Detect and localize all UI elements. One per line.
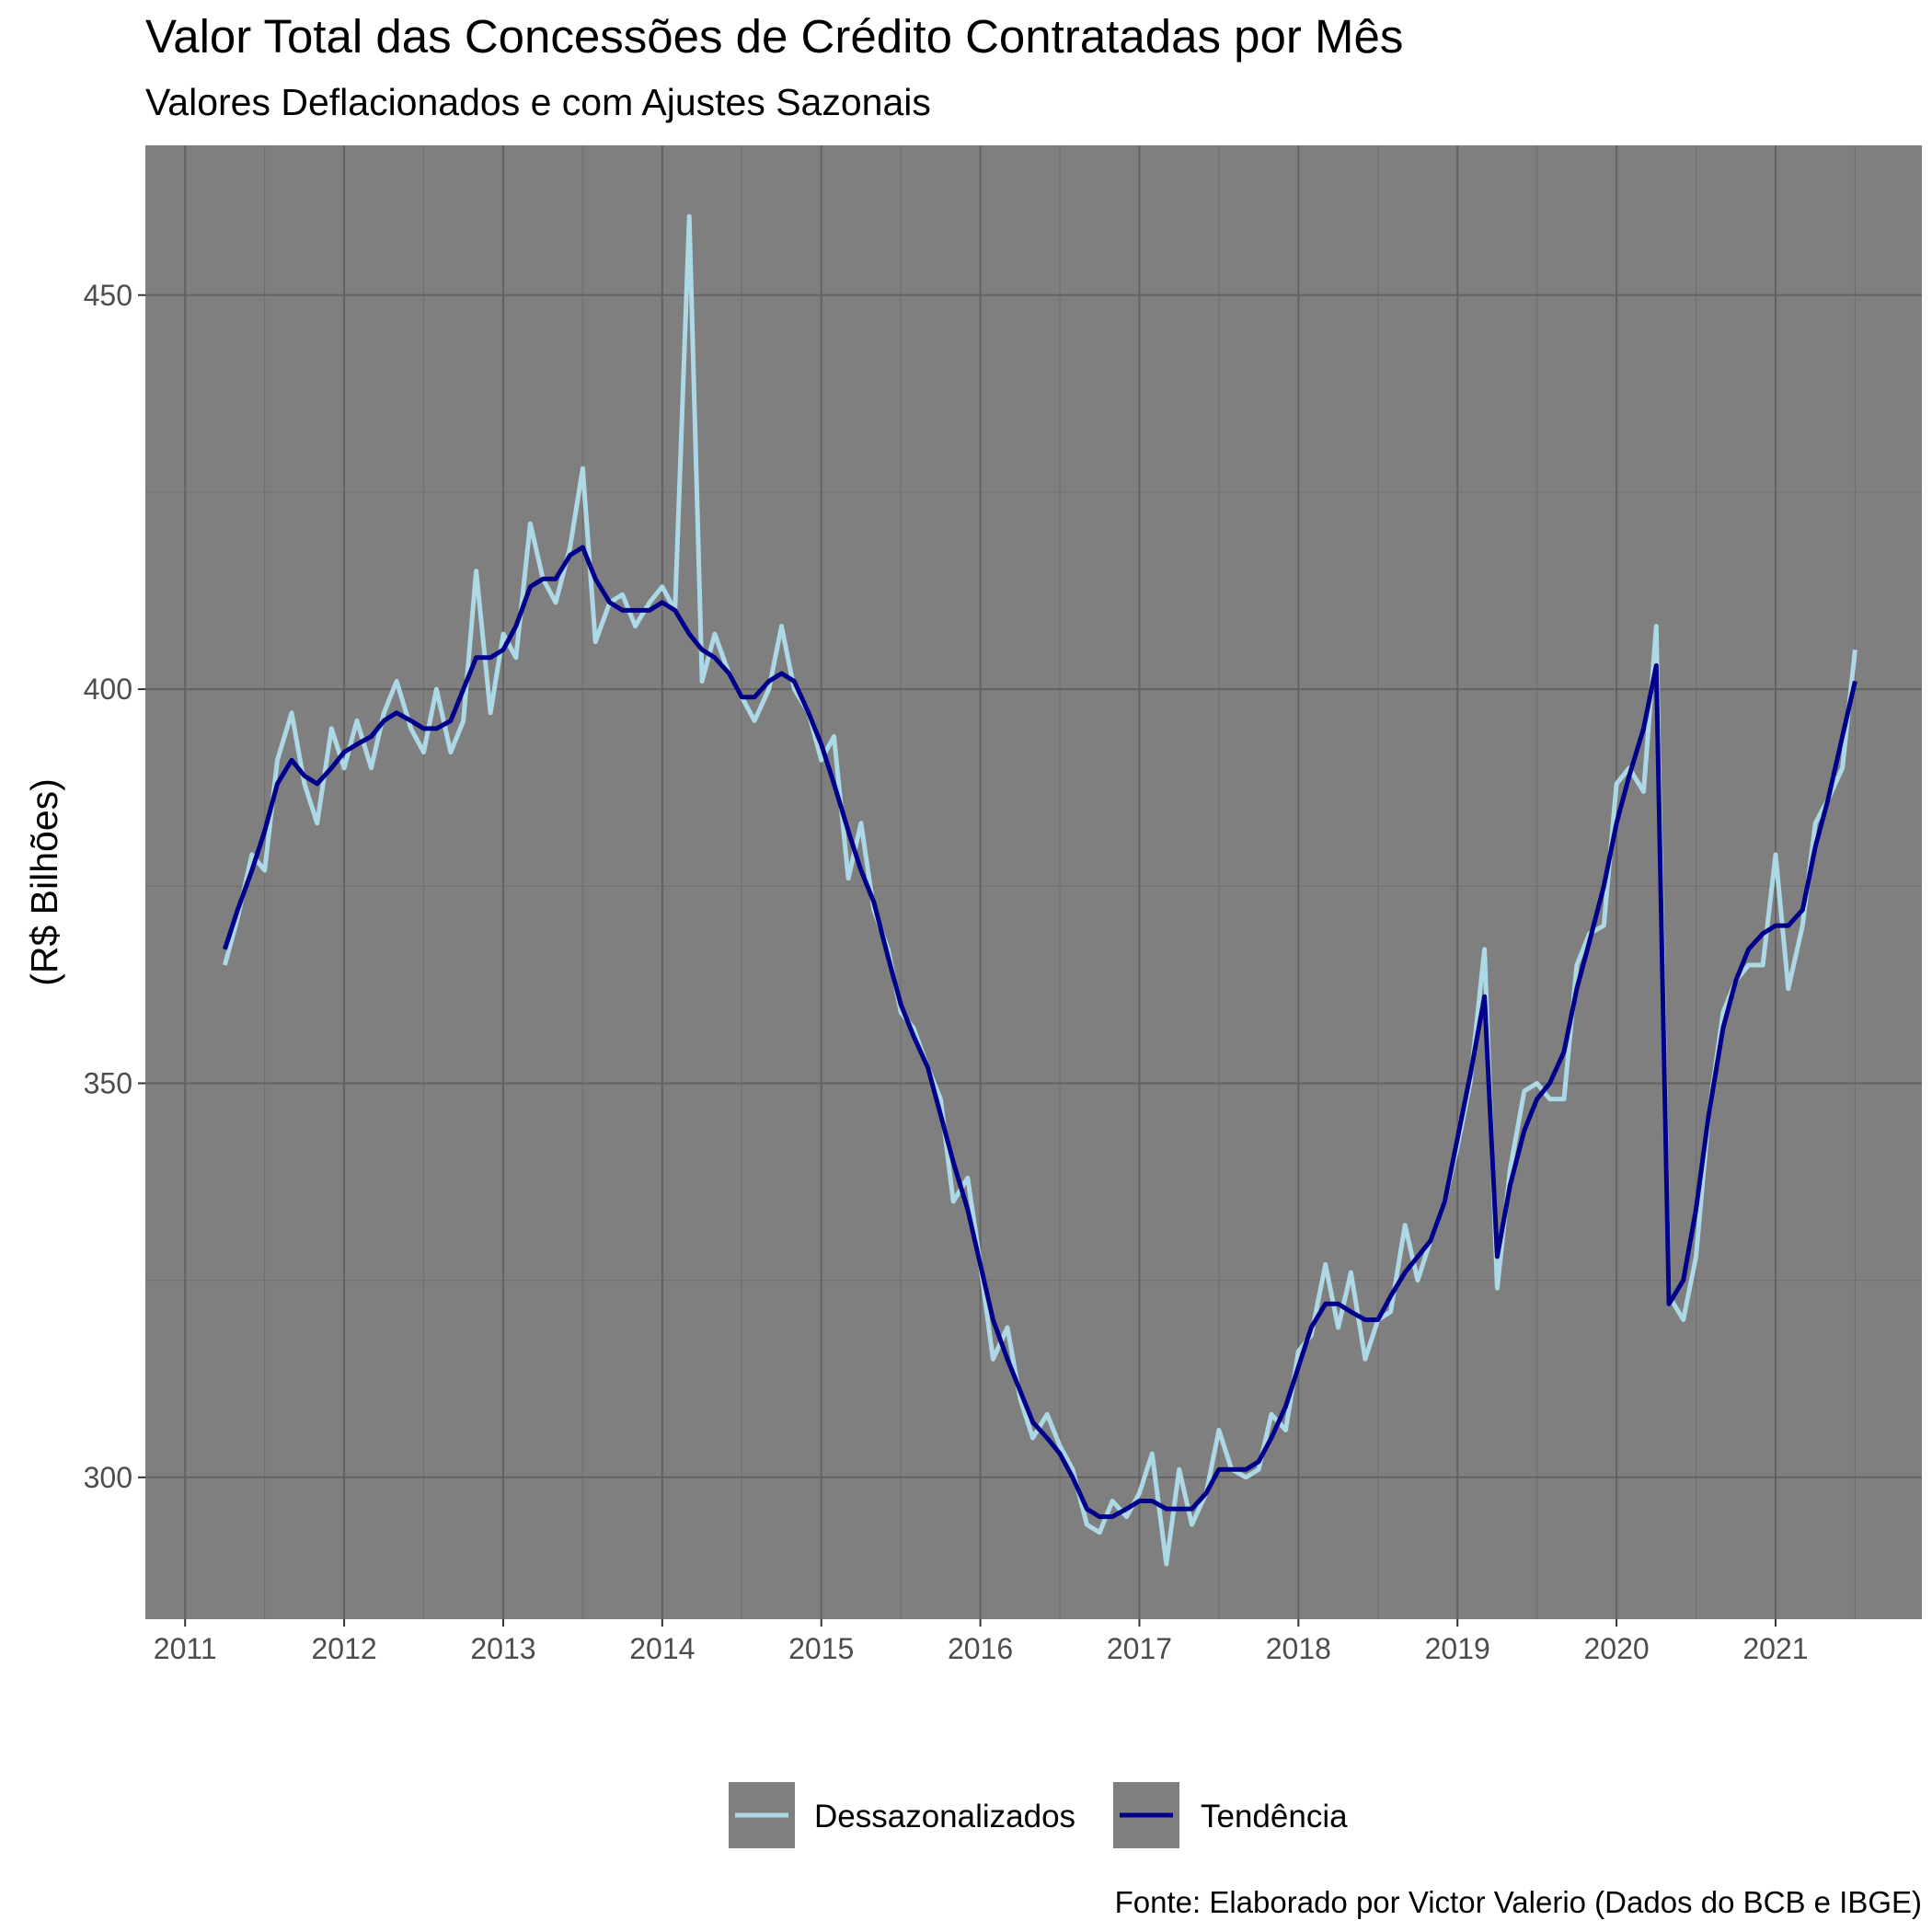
chart-subtitle: Valores Deflacionados e com Ajustes Sazo… bbox=[145, 81, 931, 123]
series-line-dessazonalizados bbox=[222, 213, 1857, 1567]
series-layer bbox=[222, 213, 1857, 1567]
x-tick-label: 2016 bbox=[948, 1632, 1013, 1665]
x-tick-label: 2020 bbox=[1583, 1632, 1649, 1665]
y-tick-label: 400 bbox=[84, 673, 132, 706]
legend-label-dessazonalizados: Dessazonalizados bbox=[814, 1799, 1075, 1834]
x-tick-label: 2018 bbox=[1266, 1632, 1331, 1665]
x-tick-label: 2011 bbox=[154, 1632, 217, 1665]
grid-layer bbox=[145, 145, 1922, 1619]
y-tick-label: 300 bbox=[84, 1461, 132, 1494]
chart-title: Valor Total das Concessões de Crédito Co… bbox=[145, 10, 1403, 63]
x-tick-label: 2021 bbox=[1742, 1632, 1808, 1665]
series-line-tendencia bbox=[223, 545, 1857, 1520]
x-tick-label: 2013 bbox=[470, 1632, 535, 1665]
plot-panel bbox=[145, 145, 1922, 1619]
x-tick-label: 2015 bbox=[788, 1632, 854, 1665]
x-tick-label: 2019 bbox=[1425, 1632, 1490, 1665]
x-tick-label: 2017 bbox=[1107, 1632, 1172, 1665]
y-tick-label: 350 bbox=[84, 1066, 132, 1099]
legend-label-tendencia: Tendência bbox=[1201, 1799, 1348, 1834]
axis-layer: 2011 2012 2013 2014 2015 2016 2017 2018 2019 2020… bbox=[84, 279, 1809, 1665]
chart-caption: Fonte: Elaborado por Victor Valerio (Dad… bbox=[1115, 1885, 1922, 1919]
y-tick-label: 450 bbox=[84, 279, 132, 312]
y-axis-label: (R$ Bilhões) bbox=[23, 778, 65, 986]
legend: Dessazonalizados Tendência bbox=[729, 1782, 1348, 1848]
x-tick-label: 2012 bbox=[311, 1632, 376, 1665]
x-tick-label: 2014 bbox=[629, 1632, 695, 1665]
